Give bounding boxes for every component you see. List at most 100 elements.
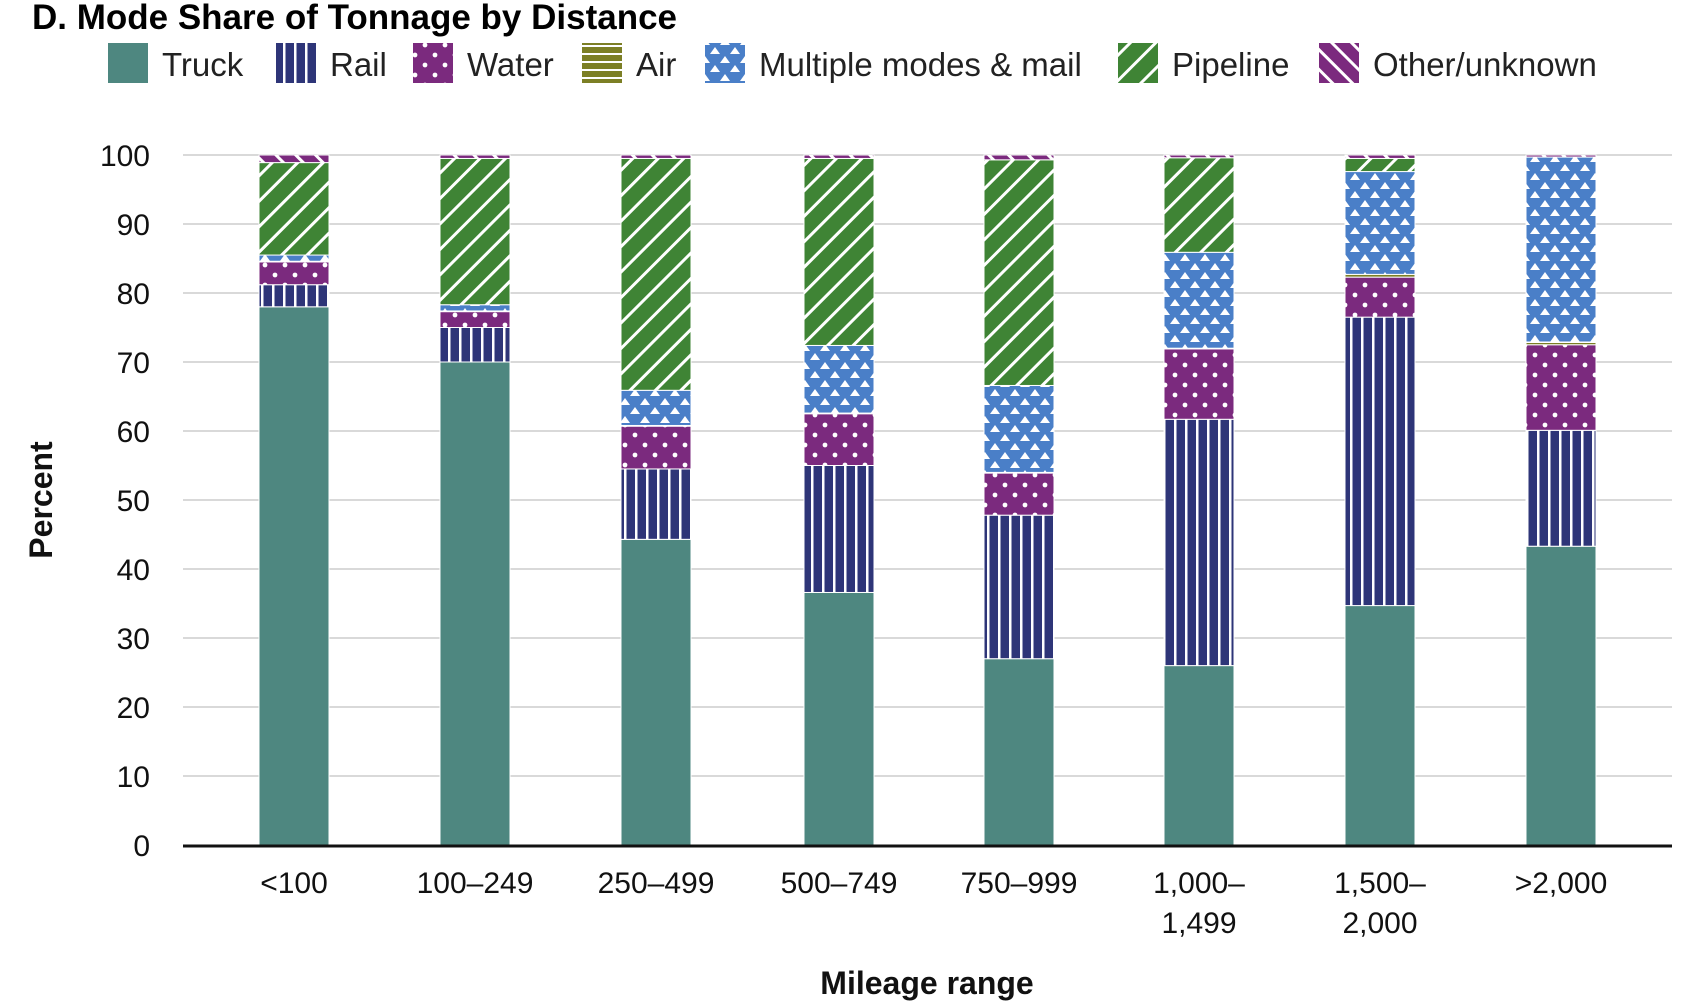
legend-label: Other/unknown xyxy=(1373,46,1597,83)
legend-swatch xyxy=(582,43,622,83)
bar-stack xyxy=(258,154,330,846)
legend-item: Water xyxy=(413,43,554,83)
bar-segment-truck xyxy=(439,361,511,846)
bar-segment-rail xyxy=(620,468,692,540)
bar-segment-other-unknown xyxy=(439,154,511,159)
x-tick-label: 100–249 xyxy=(417,867,534,900)
bar-segment-multiple-modes-mail xyxy=(439,304,511,312)
bar-stack xyxy=(620,154,692,846)
bar-segment-water xyxy=(258,261,330,286)
bar-segment-other-unknown xyxy=(1525,154,1597,158)
bar-stack xyxy=(1525,154,1597,846)
x-tick-label: 500–749 xyxy=(781,867,898,900)
y-tick-label: 40 xyxy=(117,554,150,587)
bar-segment-multiple-modes-mail xyxy=(1525,156,1597,343)
bar-segment-rail xyxy=(1344,316,1416,607)
bar-segment-other-unknown xyxy=(620,154,692,159)
bar-segment-other-unknown xyxy=(983,154,1055,161)
legend-item: Pipeline xyxy=(1118,43,1289,83)
x-tick-label: 750–999 xyxy=(961,867,1078,900)
y-tick-label: 50 xyxy=(117,485,150,518)
legend: Truck Rail Water Air Multiple modes & mail Pi… xyxy=(108,43,1597,83)
bar-segment-other-unknown xyxy=(258,154,330,164)
bar-segment-other-unknown xyxy=(1163,154,1235,159)
bar-stack xyxy=(983,154,1055,846)
bar-segment-truck xyxy=(1163,665,1235,846)
chart-title: D. Mode Share of Tonnage by Distance xyxy=(32,0,677,37)
x-tick-label: 1,499 xyxy=(1161,907,1236,940)
bar-segment-multiple-modes-mail xyxy=(1344,171,1416,275)
legend-item: Truck xyxy=(108,43,244,83)
bar-segment-truck xyxy=(803,591,875,846)
bar-segment-rail xyxy=(803,465,875,593)
legend-item: Air xyxy=(582,43,676,83)
bar-segment-multiple-modes-mail xyxy=(803,344,875,414)
y-axis-ticks: 0 10 20 30 40 50 60 70 80 90 100 xyxy=(100,140,150,863)
bar-segment-water xyxy=(439,311,511,329)
bar-segment-truck xyxy=(620,538,692,846)
x-tick-label: 1,000– xyxy=(1153,867,1245,900)
legend-label: Air xyxy=(636,46,676,83)
legend-label: Water xyxy=(467,46,554,83)
x-tick-label: 1,500– xyxy=(1334,867,1426,900)
y-tick-label: 20 xyxy=(117,692,150,725)
bar-segment-pipeline xyxy=(620,157,692,391)
legend-item: Other/unknown xyxy=(1319,43,1597,83)
x-tick-label: >2,000 xyxy=(1515,867,1608,900)
bar-segment-multiple-modes-mail xyxy=(1163,251,1235,349)
bar-segment-pipeline xyxy=(803,157,875,346)
bar-segment-water xyxy=(803,413,875,466)
y-tick-label: 10 xyxy=(117,761,150,794)
x-axis-title: Mileage range xyxy=(820,965,1033,1001)
bars xyxy=(258,154,1597,846)
legend-swatch xyxy=(108,43,148,83)
bar-segment-water xyxy=(620,425,692,470)
y-tick-label: 60 xyxy=(117,416,150,449)
x-tick-label: 2,000 xyxy=(1342,907,1417,940)
bar-stack xyxy=(1163,154,1235,846)
legend-swatch xyxy=(705,43,745,83)
bar-segment-truck xyxy=(1344,605,1416,846)
bar-segment-rail xyxy=(1163,418,1235,667)
legend-swatch xyxy=(1118,43,1158,83)
bar-segment-rail xyxy=(1525,429,1597,547)
bar-segment-pipeline xyxy=(258,162,330,256)
legend-label: Rail xyxy=(330,46,387,83)
bar-segment-other-unknown xyxy=(803,154,875,159)
bar-segment-water xyxy=(1344,276,1416,318)
bar-segment-pipeline xyxy=(1344,157,1416,173)
bar-segment-pipeline xyxy=(983,159,1055,386)
bar-segment-other-unknown xyxy=(1344,154,1416,159)
bar-segment-water xyxy=(1525,344,1597,431)
x-tick-label: <100 xyxy=(260,867,328,900)
y-axis-title: Percent xyxy=(23,441,59,559)
bar-segment-truck xyxy=(1525,545,1597,846)
bar-segment-pipeline xyxy=(1163,157,1235,253)
bar-segment-pipeline xyxy=(439,157,511,306)
legend-label: Multiple modes & mail xyxy=(759,46,1082,83)
bar-segment-water xyxy=(1163,348,1235,420)
gridlines xyxy=(183,154,1672,777)
bar-segment-multiple-modes-mail xyxy=(983,384,1055,473)
bar-segment-rail xyxy=(258,284,330,308)
bar-segment-multiple-modes-mail xyxy=(620,389,692,426)
bar-stack xyxy=(1344,154,1416,846)
y-tick-label: 100 xyxy=(100,140,150,173)
legend-swatch xyxy=(1319,43,1359,83)
bar-segment-rail xyxy=(439,327,511,363)
bar-segment-water xyxy=(983,472,1055,516)
legend-swatch xyxy=(276,43,316,83)
legend-label: Truck xyxy=(162,46,244,83)
bar-segment-multiple-modes-mail xyxy=(258,254,330,262)
bar-stack xyxy=(803,154,875,846)
bar-segment-rail xyxy=(983,514,1055,660)
legend-item: Multiple modes & mail xyxy=(705,43,1082,83)
x-axis-ticks: <100 100–249 250–499 500–749 750–999 1,000– 1,… xyxy=(260,867,1607,940)
y-tick-label: 90 xyxy=(117,209,150,242)
x-tick-label: 250–499 xyxy=(598,867,715,900)
legend-item: Rail xyxy=(276,43,387,83)
legend-label: Pipeline xyxy=(1172,46,1289,83)
y-tick-label: 0 xyxy=(133,830,150,863)
legend-swatch xyxy=(413,43,453,83)
